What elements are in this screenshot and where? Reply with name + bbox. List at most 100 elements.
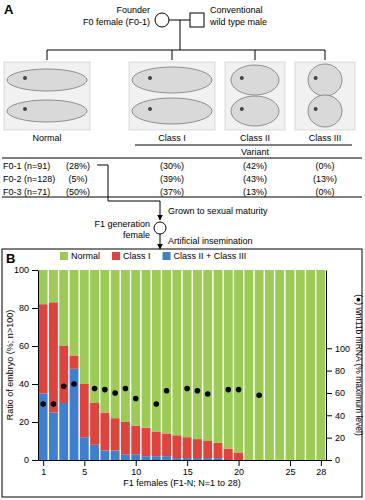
tick-label: 0: [24, 455, 29, 465]
bar: [90, 445, 99, 460]
tick: 0: [326, 455, 340, 465]
bar: [286, 270, 295, 460]
tick-mark: [32, 346, 38, 347]
table-cell: (28%): [66, 161, 90, 171]
bar: [80, 270, 89, 384]
sibship-drop: [255, 50, 256, 60]
tick-mark: [32, 384, 38, 385]
tadpole-eye: [148, 107, 152, 111]
table-cell: (43%): [243, 174, 267, 184]
tick-label: 40: [19, 379, 29, 389]
y-axis: 020406080100: [14, 265, 39, 465]
panel-label: A: [4, 2, 14, 17]
male-symbol: [190, 13, 204, 27]
plot-area: [39, 270, 326, 460]
bar: [111, 451, 120, 461]
tick-label: 100: [335, 344, 350, 354]
bar: [203, 441, 212, 458]
bar: [193, 439, 202, 458]
bar: [49, 302, 58, 412]
bar: [49, 413, 58, 461]
bar: [162, 433, 171, 456]
bar: [100, 270, 109, 413]
bar: [39, 270, 48, 304]
bar: [70, 356, 79, 369]
point: [51, 401, 57, 407]
bar: [172, 270, 181, 435]
bar: [152, 456, 161, 460]
tick: 80: [326, 366, 345, 376]
point: [153, 401, 159, 407]
bar: [131, 426, 140, 455]
tick-mark: [321, 460, 322, 466]
bar: [49, 270, 58, 302]
tick-label: 40: [335, 411, 345, 421]
bar: [59, 270, 68, 346]
tick-mark: [326, 460, 332, 461]
bar: [203, 458, 212, 460]
point: [236, 387, 242, 393]
tick: 40: [19, 379, 38, 389]
tick-label: 5: [82, 467, 87, 477]
point: [40, 401, 46, 407]
phenotype-label: Class I: [158, 133, 186, 143]
connector: [97, 165, 160, 201]
legend-label: Class II + Class III: [174, 251, 247, 261]
bar: [111, 418, 120, 450]
sibship-drop: [172, 50, 173, 60]
tick-mark: [290, 460, 291, 466]
table-cell: (0%): [315, 187, 334, 197]
tadpole: [7, 69, 87, 91]
bar: [275, 270, 284, 460]
table-cell: (0%): [315, 161, 334, 171]
tadpole: [132, 98, 212, 124]
point: [92, 386, 98, 392]
connector: [160, 234, 161, 249]
bar: [131, 454, 140, 460]
bar: [80, 437, 89, 460]
sibship-drop: [47, 50, 48, 60]
tick: 5: [82, 460, 87, 477]
bar: [224, 270, 233, 449]
bar: [265, 270, 274, 460]
tadpole-eye: [240, 107, 244, 111]
bar: [39, 304, 48, 393]
tick: 40: [326, 411, 345, 421]
photo-frame: [4, 62, 90, 130]
tadpole-eye: [240, 76, 244, 80]
x-axis-title: F1 females (F1-N; N=1 to 28): [123, 478, 240, 488]
bar: [214, 270, 223, 443]
step-label: Artificial insemination: [168, 236, 253, 246]
axis-line: [39, 460, 327, 461]
tick-mark: [326, 371, 332, 372]
founder-label: F0 female (F0-1): [83, 17, 150, 27]
tick: 100: [326, 344, 350, 354]
axis-line: [38, 271, 39, 461]
tick: 1: [41, 460, 46, 477]
bar: [203, 270, 212, 441]
bar: [121, 422, 130, 454]
bar: [142, 456, 151, 460]
tick: 100: [14, 265, 38, 275]
bar: [193, 270, 202, 439]
step-label: Grown to sexual maturity: [168, 206, 268, 216]
point: [61, 383, 67, 389]
point: [256, 392, 262, 398]
table-cell: (50%): [66, 187, 90, 197]
bar: [172, 458, 181, 460]
photo-frame: [295, 62, 355, 130]
male-label: wild type male: [209, 17, 267, 27]
tadpole-eye: [23, 107, 27, 111]
bar: [59, 403, 68, 460]
point: [195, 388, 201, 394]
bar: [244, 270, 253, 460]
bar: [162, 270, 171, 433]
point: [102, 387, 108, 393]
tick: 80: [19, 303, 38, 313]
figure: AFounderF0 female (F0-1)Conventionalwild…: [0, 0, 365, 500]
tadpole: [308, 64, 342, 96]
connector: [160, 201, 161, 220]
tick: 0: [24, 455, 38, 465]
bar: [90, 403, 99, 445]
point: [112, 390, 118, 396]
